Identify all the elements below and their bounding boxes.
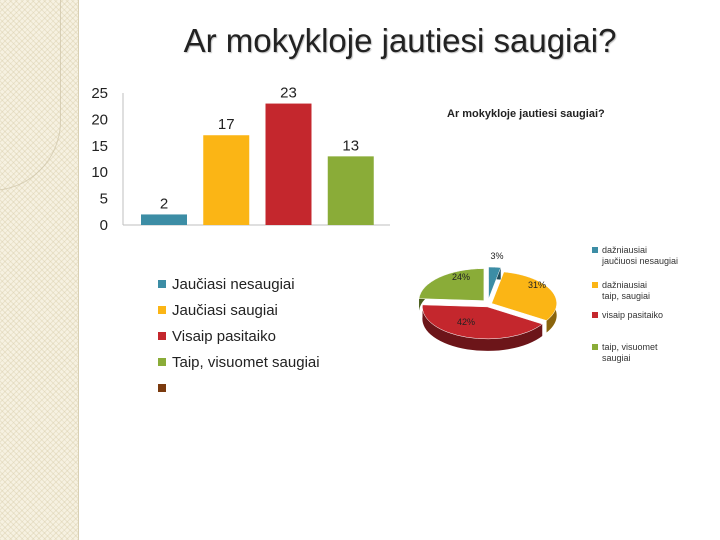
pie-percent-label: 3% [490, 251, 503, 261]
legend-entry: Jaučiasi saugiai [172, 302, 278, 319]
pie-slice [488, 266, 502, 300]
y-tick-label: 10 [91, 164, 108, 181]
legend-swatch [158, 332, 166, 340]
slide-title: Ar mokykloje jautiesi saugiai? [183, 22, 617, 59]
legend-entry: Jaučiasi nesaugiai [172, 276, 295, 293]
pie-legend-entry: dažniausiai jaučiuosi nesaugiai [601, 245, 678, 266]
bar-chart: 0 5 10 15 20 25 2 17 23 13 [91, 85, 390, 234]
decorative-side-strip [0, 0, 79, 540]
pie-legend-swatch [592, 344, 598, 350]
bar [203, 135, 250, 225]
legend-entry: Taip, visuomet saugiai [172, 354, 320, 371]
bar [265, 103, 312, 225]
pie-slice-side [422, 304, 543, 351]
legend-swatch [158, 280, 166, 288]
bar [141, 214, 187, 225]
pie-legend-entry: visaip pasitaiko [602, 310, 663, 320]
pie-slice [418, 268, 485, 301]
pie-chart-title: Ar mokykloje jautiesi saugiai? [447, 108, 605, 120]
legend-swatch [158, 358, 166, 366]
pie-slice [491, 271, 557, 321]
y-tick-label: 20 [91, 111, 108, 128]
y-tick-label: 15 [91, 138, 108, 155]
pie-legend-swatch [592, 247, 598, 253]
pie-percent-label: 42% [457, 317, 475, 327]
y-tick-label: 5 [100, 191, 108, 208]
pie-legend-entry: dažniausiai taip, saugiai [602, 280, 650, 301]
y-tick-label: 0 [100, 217, 108, 234]
pie-legend-swatch [592, 312, 598, 318]
bar-chart-legend: Jaučiasi nesaugiai Jaučiasi saugiai Visaip… [158, 276, 320, 392]
pie-legend-entry: taip, visuomet saugiai [602, 342, 658, 363]
pie-percent-label: 24% [452, 272, 470, 282]
legend-entry: Visaip pasitaiko [172, 328, 276, 345]
pie-chart: Ar mokykloje jautiesi saugiai? 3% 31% 42% 2… [418, 108, 605, 351]
pie-slice [422, 304, 543, 340]
legend-swatch [158, 384, 166, 392]
y-tick-label: 25 [91, 85, 108, 102]
pie-percent-label: 31% [528, 280, 546, 290]
pie-legend-swatch [592, 282, 598, 288]
bar [327, 156, 374, 225]
bar-data-label: 17 [218, 116, 235, 133]
pie-chart-legend: dažniausiai jaučiuosi nesaugiai dažniausia… [592, 245, 678, 363]
bar-data-label: 23 [280, 85, 297, 102]
bar-data-label: 13 [342, 137, 359, 154]
bar-data-label: 2 [160, 195, 168, 212]
legend-swatch [158, 306, 166, 314]
